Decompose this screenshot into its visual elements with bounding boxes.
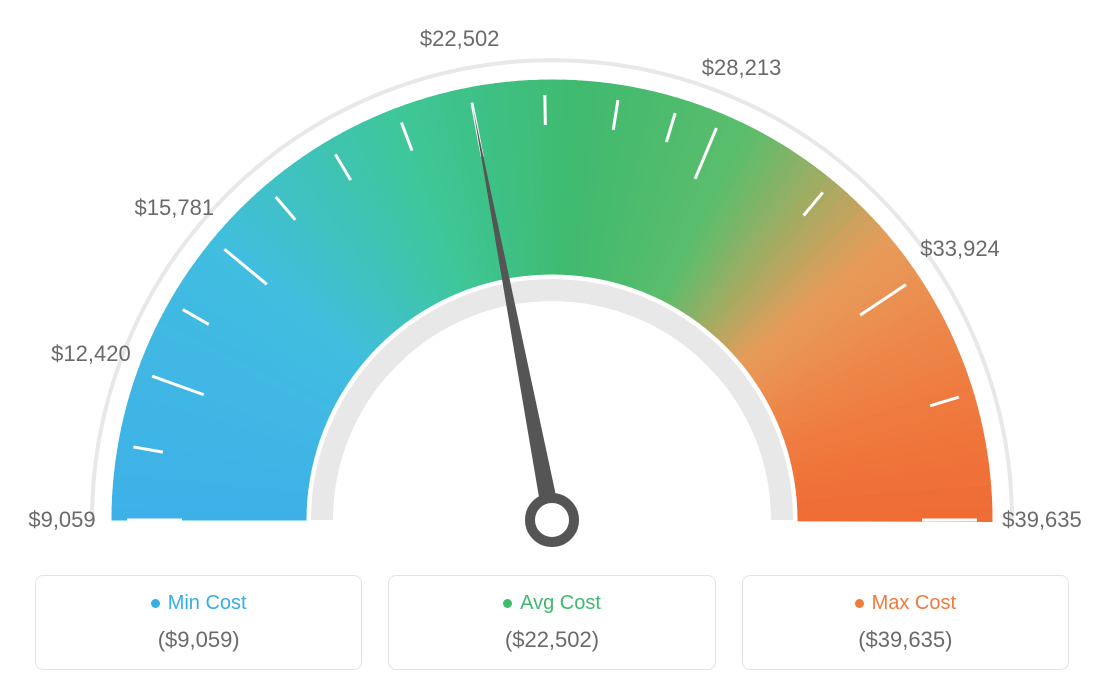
min-cost-label: Min Cost — [168, 592, 247, 615]
cost-gauge-widget: $9,059 $12,420 $15,781 $22,502 $28,213 $33,92… — [0, 0, 1104, 690]
gauge-tick-label: $28,213 — [702, 55, 782, 81]
gauge-tick-label: $9,059 — [28, 507, 95, 533]
gauge-tick-label: $39,635 — [1002, 507, 1082, 533]
min-cost-dot-icon — [151, 599, 160, 608]
gauge-area: $9,059 $12,420 $15,781 $22,502 $28,213 $33,92… — [0, 0, 1104, 560]
gauge-tick-label: $22,502 — [420, 26, 500, 52]
gauge-tick-label: $33,924 — [920, 236, 1000, 262]
min-cost-value: ($9,059) — [46, 627, 351, 653]
min-cost-card: Min Cost ($9,059) — [35, 575, 362, 670]
gauge-tick-label: $15,781 — [135, 195, 215, 221]
summary-cards: Min Cost ($9,059) Avg Cost ($22,502) Max… — [35, 575, 1069, 670]
avg-cost-title: Avg Cost — [503, 592, 601, 615]
max-cost-label: Max Cost — [872, 592, 956, 615]
avg-cost-dot-icon — [503, 599, 512, 608]
gauge-svg — [0, 0, 1104, 560]
gauge-tick-label: $12,420 — [51, 341, 131, 367]
max-cost-value: ($39,635) — [753, 627, 1058, 653]
avg-cost-value: ($22,502) — [399, 627, 704, 653]
max-cost-card: Max Cost ($39,635) — [742, 575, 1069, 670]
max-cost-title: Max Cost — [855, 592, 956, 615]
avg-cost-label: Avg Cost — [520, 592, 601, 615]
min-cost-title: Min Cost — [151, 592, 247, 615]
max-cost-dot-icon — [855, 599, 864, 608]
avg-cost-card: Avg Cost ($22,502) — [388, 575, 715, 670]
